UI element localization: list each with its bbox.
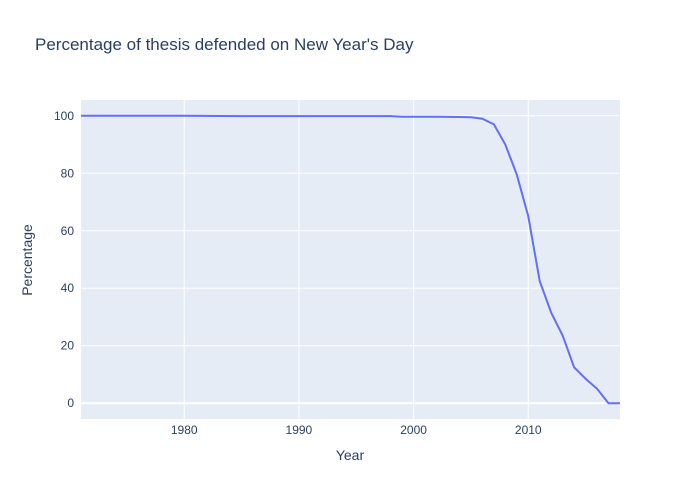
x-tick-label: 1980 [171, 423, 198, 437]
y-axis-label: Percentage [19, 224, 35, 296]
y-tick-label: 40 [61, 281, 75, 295]
x-tick-label: 2000 [400, 423, 427, 437]
chart-title: Percentage of thesis defended on New Yea… [35, 35, 414, 54]
y-tick-label: 100 [54, 109, 74, 123]
x-axis-ticks: 1980 1990 2000 2010 [171, 423, 542, 437]
x-axis-label: Year [336, 447, 365, 463]
y-tick-label: 80 [61, 166, 75, 180]
y-axis-ticks: 0 20 40 60 80 100 [54, 109, 74, 410]
plot-area [81, 100, 620, 419]
series-line [81, 114, 620, 405]
y-tick-label: 0 [67, 396, 74, 410]
x-tick-label: 2010 [515, 423, 542, 437]
x-tick-label: 1990 [286, 423, 313, 437]
y-tick-label: 60 [61, 224, 75, 238]
y-tick-label: 20 [61, 339, 75, 353]
